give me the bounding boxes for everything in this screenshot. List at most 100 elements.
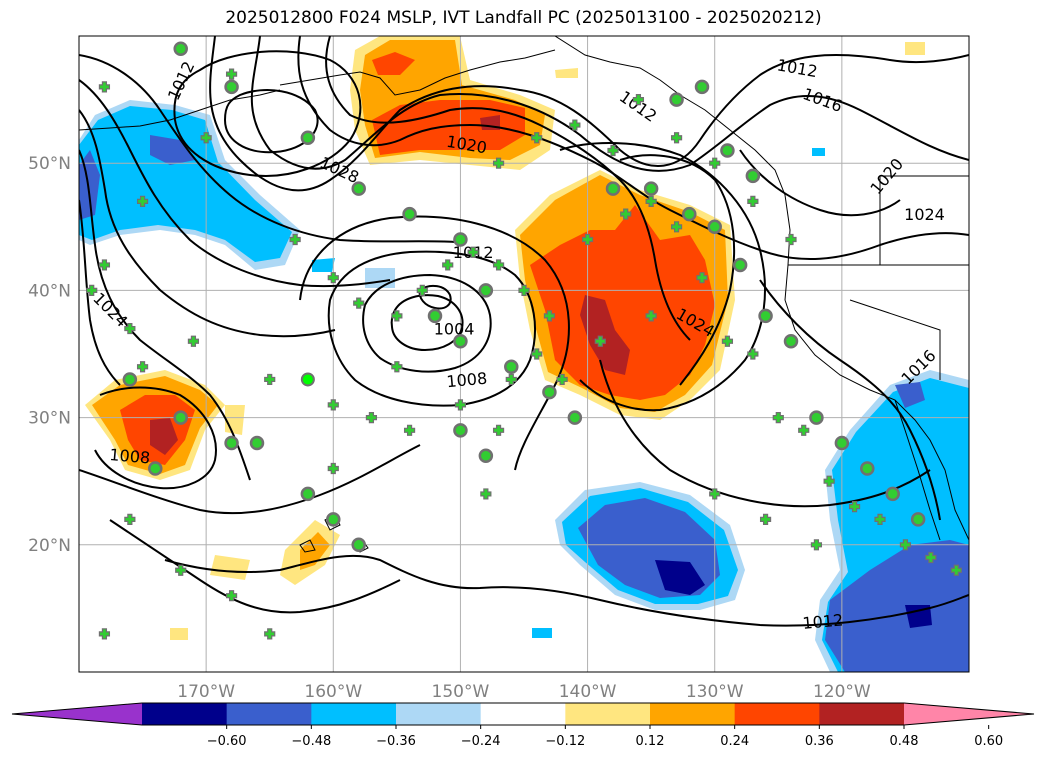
coastline-north-america	[554, 36, 969, 541]
station-cross-marker	[569, 119, 581, 131]
station-circle-marker	[542, 384, 557, 400]
colorbar-tick-label: 0.36	[805, 734, 834, 749]
station-cross-marker	[264, 373, 276, 386]
isobar-low-1004	[390, 294, 464, 352]
station-cross-marker	[416, 284, 428, 296]
station-cross-marker	[785, 233, 797, 246]
isobar-low-inner	[418, 284, 452, 310]
isobar-central-high	[619, 154, 736, 386]
isobar-label: 1004	[434, 320, 475, 339]
station-cross-marker	[136, 195, 149, 207]
station-circle-marker	[758, 308, 773, 324]
station-cross-marker	[98, 628, 111, 640]
station-circle-marker	[478, 448, 494, 464]
isobar-label: 1008	[109, 445, 151, 467]
station-cross-marker	[759, 513, 772, 525]
negative-anomaly-blue-e3	[812, 148, 825, 156]
station-circle-marker	[809, 410, 824, 425]
station-circle-marker	[732, 257, 748, 273]
colorbar-tick-labels: −0.60 −0.48 −0.36 −0.24 −0.12 0.12 0.24 0.36 0.4…	[207, 725, 1003, 749]
station-circle-marker	[860, 461, 875, 476]
station-cross-marker	[492, 424, 505, 436]
station-circle-marker	[427, 308, 443, 324]
station-cross-marker	[442, 259, 454, 271]
colorbar-tick-label: −0.60	[207, 734, 247, 749]
ivt-shading	[79, 36, 969, 672]
lon-tick-label: 130°W	[686, 682, 744, 702]
station-cross-marker	[798, 424, 810, 436]
station-cross-marker	[225, 68, 238, 80]
station-circle-marker	[885, 486, 900, 502]
station-circle-marker	[669, 92, 684, 107]
station-cross-marker	[848, 501, 861, 513]
station-circle-marker	[453, 334, 468, 349]
isobar-west-3	[79, 109, 336, 338]
colorbar-segment	[480, 703, 566, 725]
station-cross-marker	[98, 259, 111, 271]
isobar-1028-inner	[223, 89, 319, 154]
positive-anomaly-yellow-hawaii3	[170, 628, 188, 640]
station-cross-marker	[124, 322, 136, 335]
lon-tick-label: 120°W	[813, 682, 871, 702]
station-cross-marker	[810, 539, 823, 551]
station-cross-marker	[670, 132, 683, 144]
station-cross-marker	[747, 348, 759, 360]
isobar-east-1016	[759, 279, 941, 521]
station-circle-marker	[173, 41, 188, 56]
station-circle-marker	[504, 359, 519, 374]
station-cross-marker	[709, 488, 721, 500]
lon-tick-label: 170°W	[177, 682, 235, 702]
station-cross-marker	[505, 373, 517, 386]
station-circle-marker	[351, 537, 366, 553]
station-cross-marker	[467, 246, 479, 258]
isobar-1020-north	[297, 36, 969, 261]
negative-anomaly-royal-east	[825, 540, 969, 672]
isobar-south-1012	[164, 554, 969, 627]
colorbar-tick-label: −0.24	[461, 734, 501, 749]
station-cross-marker	[531, 348, 543, 360]
isobar-subtrop-1	[94, 386, 217, 490]
station-cross-marker	[594, 335, 606, 347]
isobar-label: 1024	[904, 205, 945, 224]
station-circle-marker	[682, 206, 697, 222]
isobar-west-1	[79, 54, 456, 243]
colorbar-tick-label: 0.12	[636, 734, 665, 749]
station-cross-marker	[86, 284, 98, 296]
station-cross-marker	[264, 628, 276, 640]
station-cross-marker	[925, 551, 937, 564]
station-circle-marker	[453, 232, 468, 247]
map-title: 2025012800 F024 MSLP, IVT Landfall PC (2…	[225, 8, 822, 28]
station-cross-marker	[327, 462, 339, 475]
negative-anomaly-royal-east2	[895, 382, 925, 408]
station-cross-marker	[721, 335, 734, 347]
colorbar-tick-label: −0.48	[291, 734, 331, 749]
station-circle-marker	[745, 168, 761, 184]
station-circle-marker	[173, 410, 188, 425]
station-circle-marker	[567, 410, 583, 425]
colorbar-segment	[226, 703, 312, 725]
positive-anomaly-orange-hawaii2	[300, 532, 330, 570]
colorbar-tick-label: 0.48	[890, 734, 919, 749]
lon-tick-label: 150°W	[432, 682, 490, 702]
positive-anomaly-red-alaska	[372, 100, 525, 155]
station-cross-marker	[327, 272, 339, 284]
positive-anomaly-red-central	[530, 205, 715, 400]
isobar-1012-north	[209, 36, 969, 192]
isobar-east-1024	[559, 142, 766, 412]
colorbar-segment	[142, 703, 228, 725]
axis-tick-labels: 170°W 160°W 150°W 140°W 130°W 120°W 50°N 40°N 30…	[28, 154, 871, 702]
colorbar-segment	[311, 703, 397, 725]
station-circle-marker	[122, 372, 138, 387]
station-cross-marker	[124, 513, 136, 525]
station-cross-marker	[747, 195, 759, 207]
station-cross-marker	[645, 310, 657, 322]
station-cross-marker	[581, 233, 594, 246]
station-circle-marker	[694, 79, 710, 95]
isobar-low-1012	[327, 250, 536, 407]
station-cross-marker	[98, 81, 111, 93]
station-cross-marker	[950, 564, 962, 576]
station-cross-marker	[136, 361, 149, 373]
station-circle-marker	[351, 181, 366, 196]
station-markers	[86, 41, 962, 640]
station-cross-marker	[543, 310, 556, 322]
